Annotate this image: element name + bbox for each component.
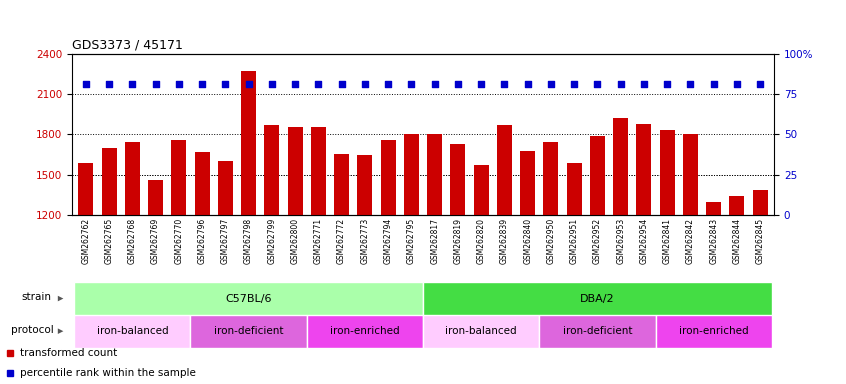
Point — [568, 81, 581, 87]
Bar — [427, 134, 442, 215]
Point — [637, 81, 651, 87]
Bar — [125, 142, 140, 215]
Point — [218, 81, 232, 87]
Text: iron-balanced: iron-balanced — [445, 326, 517, 336]
Point — [125, 81, 139, 87]
Bar — [195, 152, 210, 215]
Point — [754, 81, 767, 87]
Bar — [423, 315, 539, 348]
Point — [614, 81, 628, 87]
Bar — [404, 134, 419, 215]
Bar — [539, 315, 656, 348]
Bar — [706, 202, 721, 215]
Bar — [264, 125, 279, 215]
Bar — [660, 130, 675, 215]
Point — [730, 81, 744, 87]
Bar — [520, 151, 536, 215]
Point — [358, 81, 371, 87]
Point — [521, 81, 535, 87]
Point — [428, 81, 442, 87]
Point — [475, 81, 488, 87]
Text: protocol: protocol — [11, 324, 53, 334]
Point — [79, 81, 92, 87]
Bar — [241, 71, 256, 215]
Text: percentile rank within the sample: percentile rank within the sample — [20, 368, 196, 378]
Bar — [310, 127, 326, 215]
Bar — [102, 148, 117, 215]
Point — [195, 81, 209, 87]
Bar — [307, 315, 423, 348]
Point — [382, 81, 395, 87]
Bar — [613, 118, 629, 215]
Bar — [636, 124, 651, 215]
Text: GDS3373 / 45171: GDS3373 / 45171 — [72, 38, 183, 51]
Point — [544, 81, 558, 87]
Text: DBA/2: DBA/2 — [580, 293, 615, 304]
Point — [242, 81, 255, 87]
Bar — [567, 163, 582, 215]
Bar — [74, 315, 190, 348]
Bar — [79, 163, 93, 215]
Point — [335, 81, 349, 87]
Bar — [171, 140, 186, 215]
Point — [149, 81, 162, 87]
Bar — [543, 142, 558, 215]
Point — [661, 81, 674, 87]
Bar — [334, 154, 349, 215]
Text: transformed count: transformed count — [20, 348, 118, 358]
Point — [451, 81, 464, 87]
Bar — [497, 125, 512, 215]
Point — [591, 81, 604, 87]
Bar — [74, 282, 423, 315]
Bar — [729, 196, 744, 215]
Bar — [590, 136, 605, 215]
Point — [102, 81, 116, 87]
Text: iron-balanced: iron-balanced — [96, 326, 168, 336]
Point — [172, 81, 185, 87]
Bar — [656, 315, 772, 348]
Point — [684, 81, 697, 87]
Text: iron-enriched: iron-enriched — [678, 326, 749, 336]
Bar — [450, 144, 465, 215]
Point — [288, 81, 302, 87]
Text: strain: strain — [22, 292, 52, 302]
Bar — [148, 180, 163, 215]
Bar — [357, 155, 372, 215]
Point — [404, 81, 418, 87]
Bar — [288, 127, 303, 215]
Text: iron-enriched: iron-enriched — [330, 326, 399, 336]
Bar — [423, 282, 772, 315]
Bar — [217, 161, 233, 215]
Bar — [474, 165, 489, 215]
Point — [497, 81, 511, 87]
Bar — [190, 315, 307, 348]
Bar — [753, 189, 767, 215]
Text: iron-deficient: iron-deficient — [563, 326, 632, 336]
Point — [265, 81, 278, 87]
Text: iron-deficient: iron-deficient — [214, 326, 283, 336]
Point — [707, 81, 721, 87]
Point — [311, 81, 325, 87]
Bar — [381, 141, 396, 215]
Text: C57BL/6: C57BL/6 — [225, 293, 272, 304]
Bar — [683, 134, 698, 215]
